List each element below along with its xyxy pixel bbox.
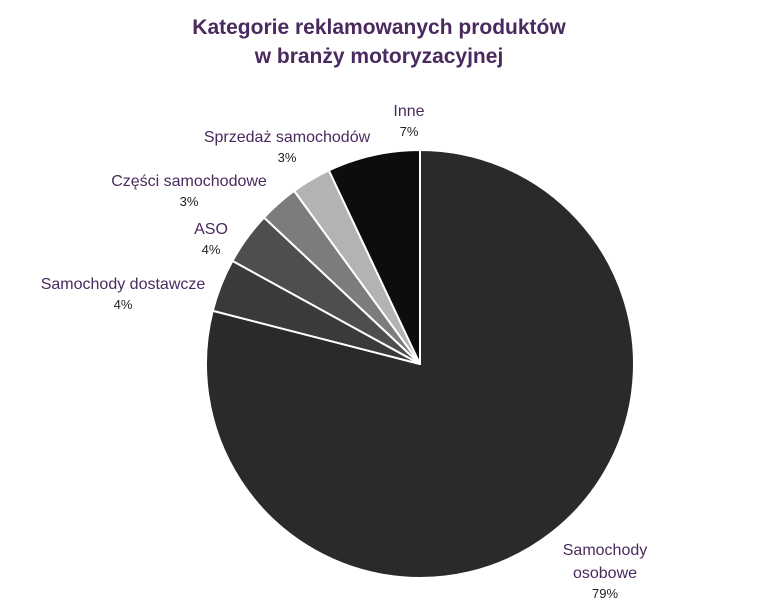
chart-title-line-1: Kategorie reklamowanych produktów <box>192 16 566 39</box>
slice-value-label-1: 79% <box>592 586 618 601</box>
slice-value-label-6: 7% <box>400 124 419 139</box>
slice-value-label-5: 3% <box>278 150 297 165</box>
pie-slice-6 <box>327 149 421 365</box>
slice-label-4: Części samochodowe <box>111 173 267 190</box>
slice-label-6: Inne <box>393 103 424 120</box>
slice-label-1-line-2: osobowe <box>573 565 637 582</box>
slice-label-2: Samochody dostawcze <box>41 276 206 293</box>
slice-label-1-line-1: Samochody <box>563 542 648 559</box>
chart-title-line-2: w branży motoryzacyjnej <box>254 45 504 68</box>
pie-slices <box>205 149 635 579</box>
slice-value-label-4: 3% <box>180 194 199 209</box>
pie-labels: Samochody osobowe 79% Samochody dostawcze 4%… <box>41 103 648 601</box>
slice-label-3: ASO <box>194 221 228 238</box>
slice-value-label-2: 4% <box>114 297 133 312</box>
slice-value-label-3: 4% <box>202 242 221 257</box>
slice-label-5: Sprzedaż samochodów <box>204 129 371 146</box>
